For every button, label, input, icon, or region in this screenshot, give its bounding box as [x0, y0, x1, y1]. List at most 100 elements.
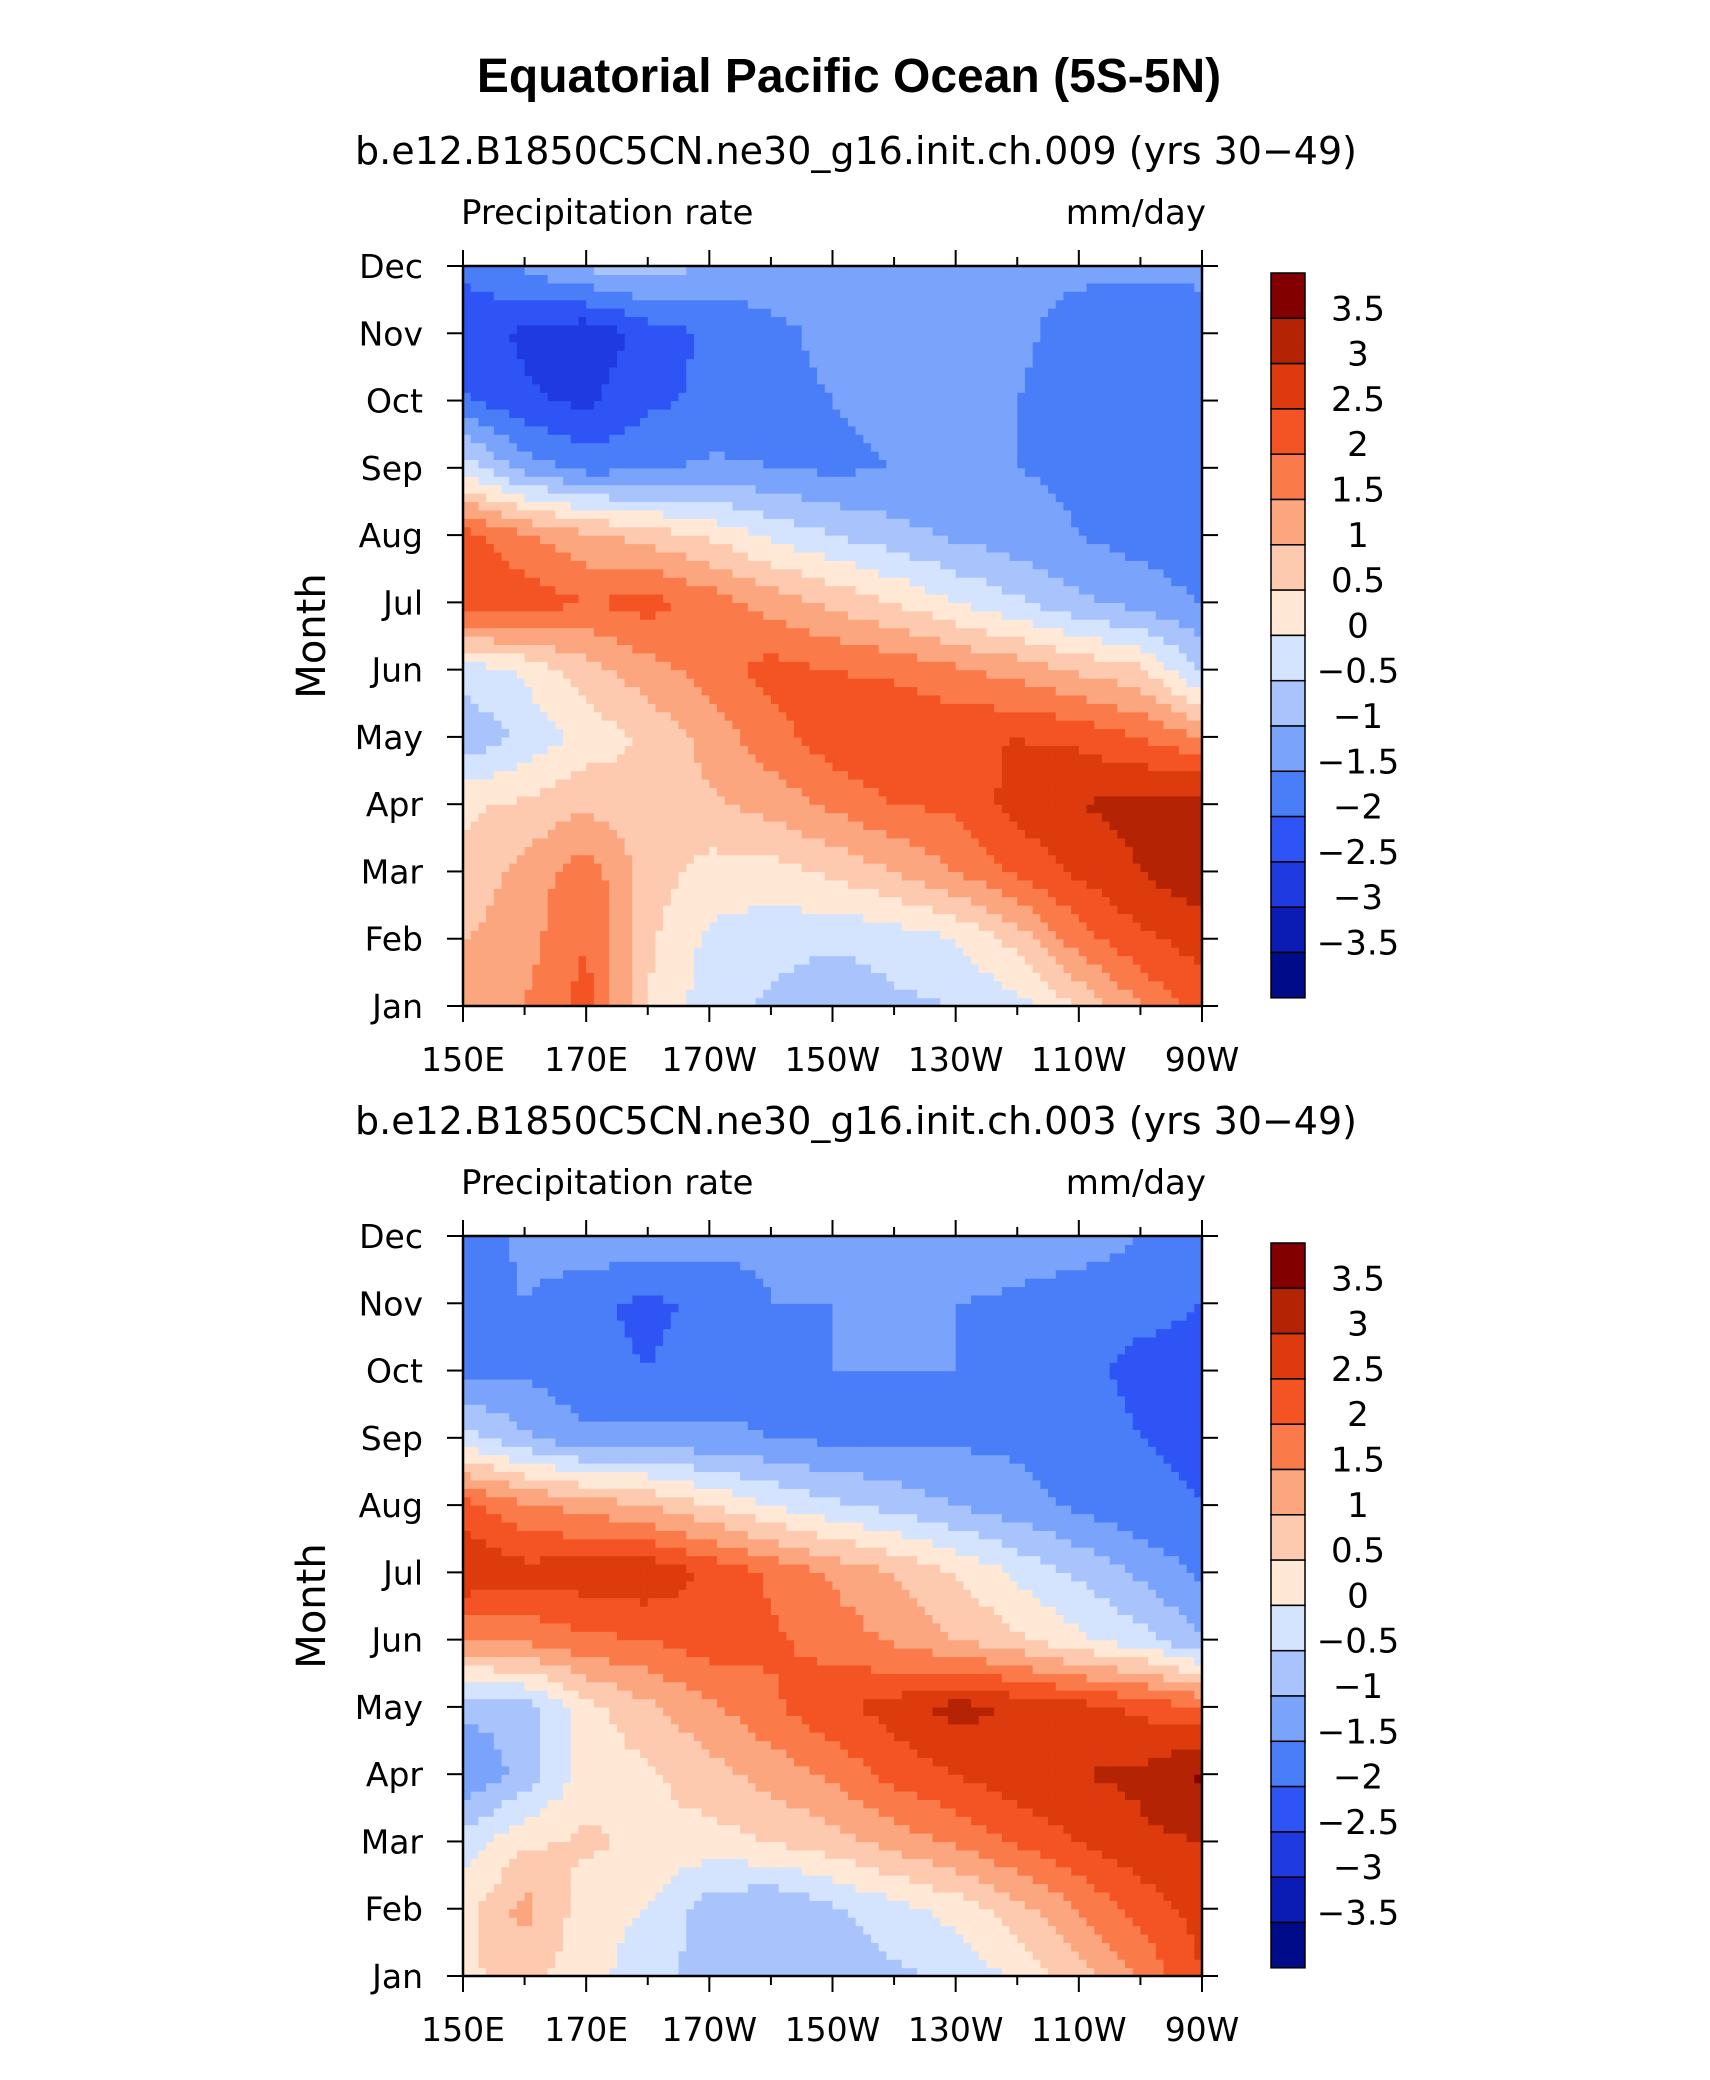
heatmap-cell: [1055, 980, 1065, 990]
heatmap-cell: [616, 703, 626, 713]
heatmap-cell: [994, 593, 1003, 603]
heatmap-cell: [586, 913, 595, 923]
heatmap-cell: [624, 694, 633, 704]
heatmap-cell: [516, 736, 526, 746]
heatmap-cell: [770, 703, 780, 713]
heatmap-cell: [955, 812, 964, 822]
heatmap-cell: [794, 736, 803, 746]
heatmap-cell: [1017, 778, 1026, 788]
heatmap-cell: [1024, 577, 1034, 587]
heatmap-cell: [840, 593, 849, 603]
heatmap-cell: [1063, 888, 1072, 898]
heatmap-cell: [917, 694, 926, 704]
heatmap-cell: [1101, 829, 1111, 839]
heatmap-cell: [601, 888, 610, 898]
heatmap-cell: [901, 980, 911, 990]
heatmap-cell: [886, 972, 895, 982]
heatmap-cell: [740, 703, 749, 713]
heatmap-cell: [986, 787, 995, 797]
heatmap-cell: [1040, 913, 1049, 923]
heatmap-cell: [693, 644, 703, 654]
heatmap-cell: [755, 778, 764, 788]
heatmap-cell: [1163, 863, 1172, 873]
heatmap-cell: [901, 568, 911, 578]
heatmap-cell: [809, 703, 818, 713]
heatmap-cell: [539, 955, 549, 965]
heatmap-cell: [1140, 787, 1149, 797]
heatmap-cell: [870, 787, 880, 797]
heatmap-cell: [924, 602, 934, 612]
heatmap-cell: [539, 703, 549, 713]
heatmap-cell: [524, 711, 533, 721]
heatmap-cell: [1094, 585, 1103, 595]
heatmap-cell: [570, 678, 580, 688]
heatmap-cell: [924, 955, 934, 965]
heatmap-cell: [755, 711, 764, 721]
heatmap-cell: [1178, 896, 1188, 906]
heatmap-cell: [678, 989, 687, 999]
heatmap-cell: [493, 627, 503, 637]
heatmap-cell: [909, 795, 918, 805]
heatmap-cell: [778, 778, 787, 788]
heatmap-cell: [855, 989, 864, 999]
heatmap-cell: [817, 930, 826, 940]
heatmap-cell: [1101, 728, 1111, 738]
heatmap-cell: [1086, 829, 1095, 839]
heatmap-cell: [1101, 577, 1111, 587]
heatmap-cell: [1009, 703, 1018, 713]
heatmap-cell: [1109, 871, 1118, 881]
heatmap-cell: [586, 938, 595, 948]
heatmap-cell: [1186, 854, 1195, 864]
heatmap-cell: [516, 661, 526, 671]
heatmap-cell: [532, 686, 541, 696]
heatmap-cell: [755, 896, 764, 906]
heatmap-cell: [670, 778, 680, 788]
heatmap-cell: [763, 963, 772, 973]
heatmap-cell: [955, 678, 964, 688]
heatmap-cell: [701, 619, 710, 629]
heatmap-cell: [732, 913, 741, 923]
heatmap-cell: [909, 963, 918, 973]
heatmap-cell: [493, 938, 503, 948]
heatmap-cell: [870, 921, 880, 931]
heatmap-cell: [1132, 661, 1142, 671]
heatmap-cell: [1186, 636, 1195, 646]
heatmap-cell: [747, 879, 757, 889]
heatmap-cell: [532, 627, 541, 637]
heatmap-cell: [1024, 963, 1034, 973]
heatmap-cell: [940, 896, 949, 906]
heatmap-cell: [686, 989, 695, 999]
heatmap-cell: [794, 863, 803, 873]
heatmap-cell: [940, 770, 949, 780]
heatmap-cell: [770, 577, 780, 587]
heatmap-cell: [501, 871, 510, 881]
heatmap-cell: [1186, 795, 1195, 805]
heatmap-cell: [878, 745, 887, 755]
heatmap-cell: [740, 871, 749, 881]
heatmap-cell: [770, 955, 780, 965]
heatmap-cell: [917, 686, 926, 696]
heatmap-cell: [493, 921, 503, 931]
heatmap-cell: [909, 762, 918, 772]
heatmap-cell: [971, 905, 980, 915]
heatmap-cell: [894, 593, 903, 603]
heatmap-cell: [986, 577, 995, 587]
heatmap-cell: [1048, 762, 1057, 772]
heatmap-cell: [855, 728, 864, 738]
heatmap-cell: [947, 661, 957, 671]
heatmap-cell: [586, 905, 595, 915]
heatmap-cell: [609, 854, 618, 864]
heatmap-cell: [840, 938, 849, 948]
heatmap-cell: [1171, 905, 1180, 915]
heatmap-cell: [655, 997, 664, 1007]
heatmap-cell: [917, 812, 926, 822]
heatmap-cell: [1132, 619, 1142, 629]
heatmap-cell: [578, 753, 587, 763]
heatmap-cell: [778, 837, 787, 847]
heatmap-cell: [732, 863, 741, 873]
heatmap-cell: [586, 930, 595, 940]
heatmap-cell: [532, 619, 541, 629]
heatmap-cell: [786, 753, 795, 763]
heatmap-cell: [1009, 821, 1018, 831]
heatmap-cell: [1186, 745, 1195, 755]
